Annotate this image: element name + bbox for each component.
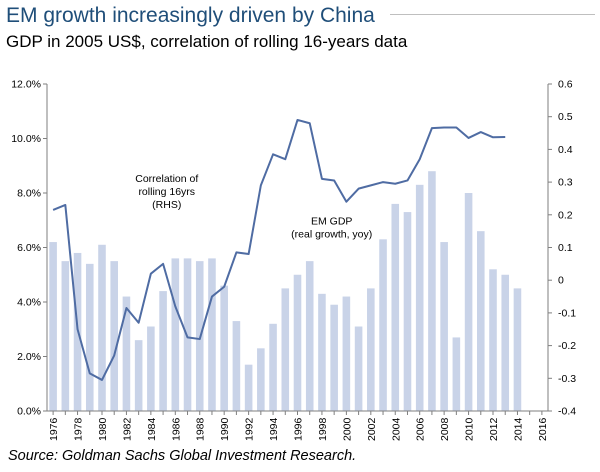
bar-2001	[354, 326, 363, 411]
right-tick-label: 0.6	[558, 79, 573, 91]
x-tick-label: 1996	[293, 417, 305, 441]
title-rule	[390, 14, 595, 15]
left-tick-label: 2.0%	[17, 351, 41, 363]
bar-2002	[367, 288, 375, 412]
right-tick-label: 0.2	[558, 209, 573, 221]
x-tick-label: 2010	[464, 417, 476, 441]
right-tick-label: -0.1	[558, 307, 576, 319]
annotation-0-line-1: rolling 16yrs	[138, 186, 195, 198]
bar-2000	[342, 296, 351, 411]
bars-layer	[49, 171, 522, 412]
x-tick-label: 2002	[366, 417, 378, 441]
left-tick-label: 4.0%	[17, 297, 41, 309]
bar-2003	[379, 239, 387, 411]
left-tick-label: 8.0%	[17, 188, 41, 200]
x-tick-label: 1982	[121, 417, 133, 441]
bar-1977	[61, 261, 70, 412]
right-tick-label: -0.2	[558, 340, 576, 352]
annotation-1-line-0: EM GDP	[311, 216, 352, 228]
chart-title: EM growth increasingly driven by China	[6, 4, 375, 27]
bar-1987	[183, 258, 192, 411]
bar-1986	[171, 258, 180, 411]
left-tick-label: 10.0%	[11, 133, 41, 145]
bar-2010	[464, 193, 473, 411]
bar-2004	[391, 203, 400, 411]
right-tick-label: 0	[558, 275, 564, 287]
bar-1990	[220, 285, 228, 411]
annotation-1-line-1: (real growth, yoy)	[291, 229, 372, 241]
bar-1993	[257, 348, 265, 411]
x-tick-label: 2012	[488, 417, 500, 441]
bar-1976	[49, 242, 57, 411]
x-tick-label: 2000	[341, 417, 353, 441]
bar-1997	[305, 261, 314, 412]
x-tick-label: 1986	[170, 417, 182, 441]
axes-layer: 0.0% 2.0% 4.0% 6.0% 8.0% 10.0% 12.0% -0.4 -0.3 -0…	[11, 79, 576, 442]
line-layer	[52, 118, 506, 381]
correlation-line	[52, 118, 506, 381]
x-tick-label: 1976	[48, 417, 60, 441]
right-tick-label: 0.4	[558, 144, 573, 156]
annotation-0-line-2: (RHS)	[152, 199, 181, 211]
left-tick-label: 12.0%	[11, 79, 41, 91]
x-tick-label: 1984	[146, 417, 158, 441]
bar-2014	[513, 288, 522, 412]
bar-1998	[318, 293, 326, 411]
bar-2013	[501, 274, 510, 411]
annotation-0-line-0: Correlation of	[135, 173, 198, 185]
bar-1989	[208, 258, 216, 411]
bar-1985	[159, 291, 167, 411]
bar-1980	[98, 244, 106, 411]
bar-1992	[244, 364, 253, 411]
right-tick-label: 0.1	[558, 242, 573, 254]
bar-2011	[477, 231, 485, 411]
bar-2005	[403, 212, 412, 411]
left-tick-label: 0.0%	[17, 406, 41, 418]
bar-1979	[85, 263, 94, 411]
x-tick-label: 1998	[317, 417, 329, 441]
bar-1995	[281, 288, 290, 412]
bar-1996	[293, 274, 302, 411]
chart-subtitle: GDP in 2005 US$, correlation of rolling …	[6, 32, 408, 51]
bar-2007	[428, 171, 436, 411]
x-tick-label: 1994	[268, 417, 280, 441]
bar-1999	[330, 304, 338, 411]
x-tick-label: 2004	[390, 417, 402, 441]
x-tick-label: 1980	[97, 417, 109, 441]
x-tick-label: 1978	[73, 417, 85, 441]
bar-1981	[110, 261, 118, 412]
bar-1983	[134, 340, 143, 411]
bar-1984	[147, 326, 155, 411]
left-tick-label: 6.0%	[17, 242, 41, 254]
source-note: Source: Goldman Sachs Global Investment …	[8, 448, 357, 464]
x-tick-label: 2006	[415, 417, 427, 441]
right-tick-label: -0.3	[558, 373, 576, 385]
bar-2006	[415, 184, 424, 411]
x-tick-label: 1992	[244, 417, 256, 441]
x-tick-label: 1990	[219, 417, 231, 441]
right-tick-label: 0.5	[558, 111, 573, 123]
x-tick-label: 1988	[195, 417, 207, 441]
right-tick-label: 0.3	[558, 177, 573, 189]
bar-2012	[489, 269, 497, 411]
x-tick-label: 2014	[512, 417, 524, 441]
bar-2008	[440, 242, 448, 411]
bar-2009	[452, 337, 461, 411]
bar-1994	[269, 323, 277, 411]
bar-1982	[122, 296, 131, 411]
x-tick-label: 2016	[537, 417, 549, 441]
right-tick-label: -0.4	[558, 406, 576, 418]
x-tick-label: 2008	[439, 417, 451, 441]
bar-1991	[232, 321, 241, 411]
